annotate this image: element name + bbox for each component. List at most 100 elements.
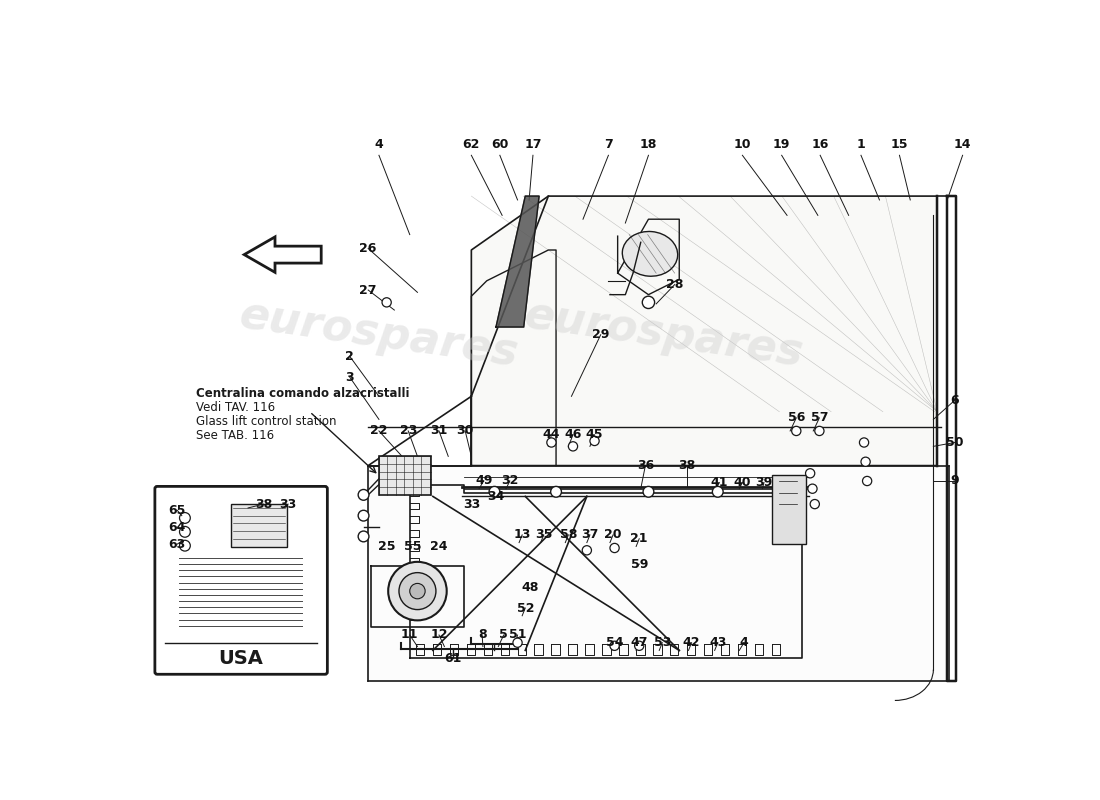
Text: 56: 56 (788, 411, 805, 424)
Text: See TAB. 116: See TAB. 116 (196, 429, 274, 442)
Circle shape (644, 486, 653, 497)
Text: 52: 52 (517, 602, 534, 614)
Circle shape (490, 486, 499, 497)
Text: 9: 9 (950, 474, 959, 487)
Polygon shape (496, 196, 539, 327)
Text: 65: 65 (168, 504, 186, 517)
Text: 15: 15 (891, 138, 909, 151)
Circle shape (359, 490, 369, 500)
Text: 39: 39 (756, 476, 772, 489)
Text: 34: 34 (487, 490, 505, 503)
Circle shape (551, 486, 561, 497)
Text: 42: 42 (683, 636, 701, 650)
Text: 35: 35 (535, 529, 552, 542)
Text: 10: 10 (734, 138, 751, 151)
Circle shape (861, 457, 870, 466)
Circle shape (609, 543, 619, 553)
Text: 29: 29 (592, 328, 609, 341)
Text: 3: 3 (345, 370, 354, 383)
Circle shape (810, 499, 820, 509)
Circle shape (382, 298, 392, 307)
Circle shape (609, 641, 619, 650)
Text: 47: 47 (630, 636, 648, 650)
Text: Glass lift control station: Glass lift control station (196, 414, 337, 428)
Text: 57: 57 (811, 411, 828, 424)
Text: 62: 62 (463, 138, 480, 151)
FancyBboxPatch shape (155, 486, 328, 674)
Bar (378, 456, 431, 495)
Text: 59: 59 (630, 558, 648, 570)
Circle shape (359, 510, 369, 521)
Text: 16: 16 (812, 138, 828, 151)
Text: 2: 2 (345, 350, 354, 362)
Polygon shape (244, 237, 321, 272)
Text: 54: 54 (606, 636, 624, 650)
Ellipse shape (623, 231, 678, 276)
Circle shape (859, 438, 869, 447)
Text: 26: 26 (360, 242, 377, 255)
Text: 7: 7 (604, 138, 613, 151)
Circle shape (805, 469, 815, 478)
Text: USA: USA (219, 649, 264, 667)
Circle shape (513, 638, 522, 647)
Circle shape (547, 438, 557, 447)
Text: 17: 17 (525, 138, 541, 151)
Circle shape (642, 296, 654, 309)
Text: 60: 60 (492, 138, 508, 151)
Text: 24: 24 (430, 540, 448, 553)
Circle shape (409, 583, 425, 599)
Polygon shape (472, 196, 937, 466)
Text: 51: 51 (509, 629, 526, 642)
Text: 11: 11 (402, 629, 418, 642)
Bar (772, 475, 805, 544)
Text: 6: 6 (950, 394, 959, 406)
Polygon shape (368, 466, 948, 682)
Text: 1: 1 (857, 138, 866, 151)
Circle shape (569, 442, 578, 451)
Text: 4: 4 (375, 138, 383, 151)
Text: 38: 38 (255, 498, 272, 510)
Circle shape (590, 436, 600, 446)
Text: 5: 5 (499, 629, 508, 642)
Text: 37: 37 (581, 529, 598, 542)
Text: 44: 44 (542, 428, 560, 442)
Text: 63: 63 (168, 538, 186, 550)
Text: 28: 28 (666, 278, 683, 291)
Circle shape (582, 546, 592, 555)
Text: 33: 33 (463, 498, 480, 510)
Text: 14: 14 (954, 138, 971, 151)
Text: 32: 32 (502, 474, 518, 487)
Text: 33: 33 (279, 498, 297, 510)
Circle shape (713, 486, 723, 497)
Text: 19: 19 (773, 138, 790, 151)
Text: 20: 20 (604, 529, 622, 542)
Text: 50: 50 (946, 436, 964, 449)
Circle shape (179, 540, 190, 551)
Circle shape (807, 484, 817, 494)
Text: 21: 21 (630, 532, 648, 546)
Text: 23: 23 (399, 425, 417, 438)
Text: Vedi TAV. 116: Vedi TAV. 116 (196, 401, 275, 414)
Text: 64: 64 (168, 521, 186, 534)
Text: 13: 13 (514, 529, 531, 542)
Text: eurospares: eurospares (236, 294, 521, 375)
Text: 30: 30 (456, 425, 474, 438)
Text: 4: 4 (739, 636, 748, 650)
Circle shape (792, 426, 801, 435)
Text: 25: 25 (378, 540, 395, 553)
Text: 46: 46 (564, 428, 582, 442)
Text: eurospares: eurospares (521, 294, 806, 375)
Circle shape (179, 513, 190, 523)
Circle shape (359, 531, 369, 542)
Bar (231, 504, 286, 547)
Text: Centralina comando alzacristalli: Centralina comando alzacristalli (196, 387, 409, 400)
Circle shape (862, 476, 871, 486)
Text: 55: 55 (404, 540, 421, 553)
Text: 8: 8 (477, 629, 486, 642)
Text: 41: 41 (711, 476, 728, 489)
Text: 45: 45 (586, 428, 603, 442)
Text: 18: 18 (640, 138, 657, 151)
Text: 48: 48 (521, 581, 539, 594)
Text: 38: 38 (679, 459, 695, 472)
Text: 49: 49 (475, 474, 493, 487)
